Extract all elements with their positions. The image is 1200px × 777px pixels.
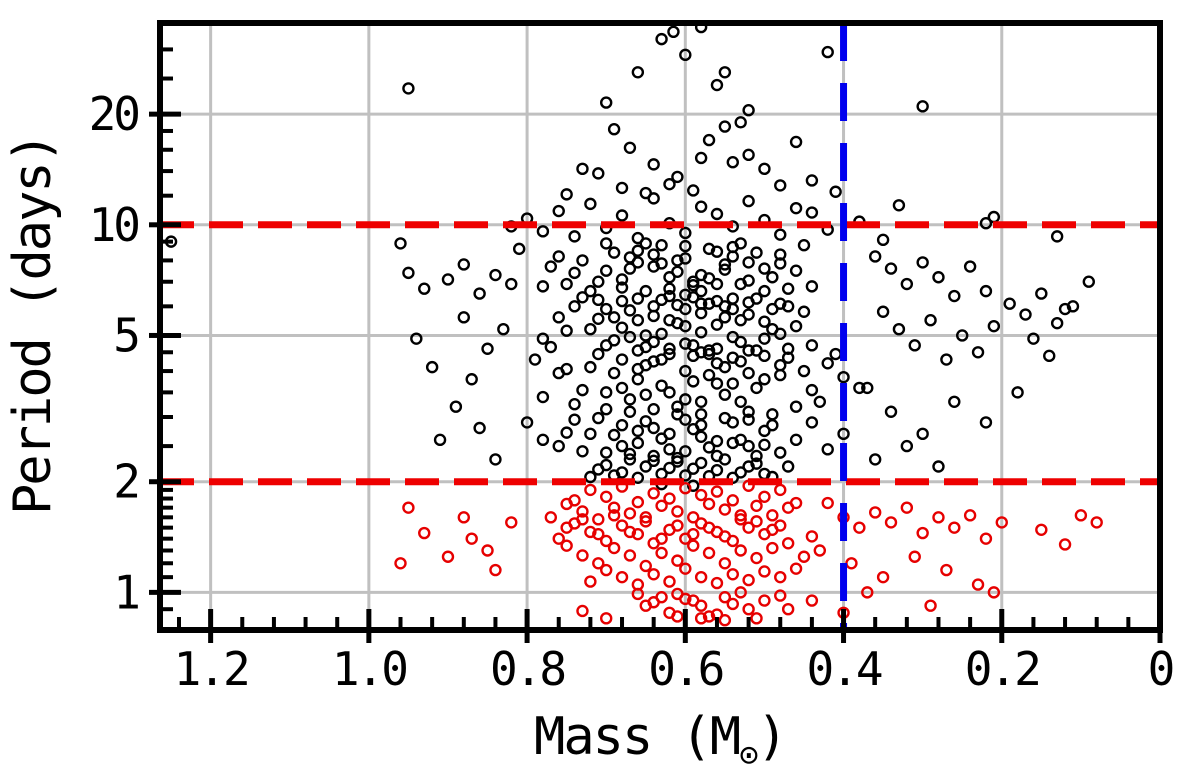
svg-text:0.8: 0.8 bbox=[490, 642, 564, 696]
svg-text:2: 2 bbox=[113, 455, 138, 509]
svg-text:10: 10 bbox=[89, 198, 139, 252]
x-axis-label: Mass (M⊙) bbox=[160, 702, 1160, 774]
svg-text:1: 1 bbox=[113, 565, 138, 619]
svg-text:5: 5 bbox=[113, 308, 138, 362]
x-axis-label-close: ) bbox=[756, 707, 788, 767]
x-axis-label-text: Mass (M bbox=[534, 707, 741, 767]
svg-text:0.2: 0.2 bbox=[965, 642, 1039, 696]
svg-text:20: 20 bbox=[89, 87, 139, 141]
svg-text:0.6: 0.6 bbox=[648, 642, 722, 696]
svg-text:0: 0 bbox=[1148, 642, 1173, 696]
svg-text:1.0: 1.0 bbox=[332, 642, 406, 696]
svg-text:0.4: 0.4 bbox=[806, 642, 881, 696]
svg-text:1.2: 1.2 bbox=[174, 642, 248, 696]
y-axis-label: Period (days) bbox=[3, 134, 63, 515]
solar-mass-icon: ⊙ bbox=[739, 735, 758, 774]
